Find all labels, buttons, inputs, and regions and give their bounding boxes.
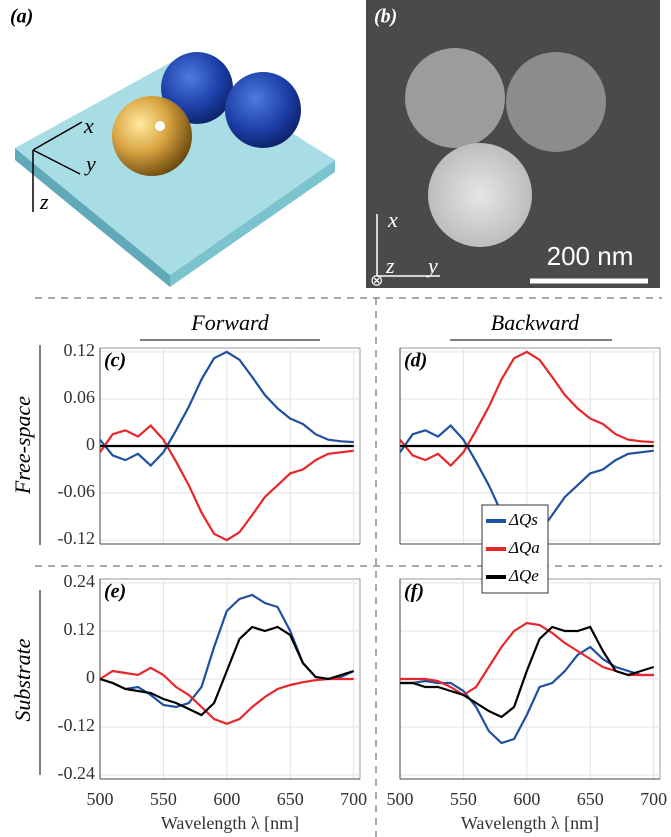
axis-arrow xyxy=(32,149,81,175)
panel-label: (b) xyxy=(374,6,397,28)
y-tick-label: 0.24 xyxy=(64,571,96,591)
axis-label: x xyxy=(387,207,398,232)
x-axis-label: Wavelength λ [nm] xyxy=(161,813,299,833)
x-tick-label: 700 xyxy=(340,789,367,809)
series-line xyxy=(99,625,355,717)
x-tick-label: 600 xyxy=(513,789,540,809)
x-tick-label: 600 xyxy=(213,789,240,809)
axis-label: z xyxy=(39,189,49,214)
series-line xyxy=(400,625,655,719)
x-tick-label: 500 xyxy=(387,789,414,809)
axis-label: x xyxy=(83,113,94,138)
highlight xyxy=(155,121,165,131)
panel-a: (a) x y z xyxy=(10,6,335,287)
y-tick-label: 0.12 xyxy=(64,340,96,360)
x-tick-label: 650 xyxy=(577,789,604,809)
y-tick-label: 0 xyxy=(86,667,95,687)
x-tick-label: 700 xyxy=(640,789,667,809)
sem-image xyxy=(366,0,660,288)
axis-label: ⊗ xyxy=(370,273,383,290)
column-header: Backward xyxy=(491,310,580,335)
slab-side xyxy=(170,160,335,287)
panel-label: (e) xyxy=(104,581,126,603)
particle xyxy=(428,143,532,247)
x-tick-label: 650 xyxy=(277,789,304,809)
x-tick-label: 550 xyxy=(450,789,477,809)
axis-label: y xyxy=(426,253,438,278)
row-header: Free-space xyxy=(10,396,35,495)
y-tick-label: 0 xyxy=(86,434,95,454)
panel-b: (b) x y z ⊗ 200 nm xyxy=(366,0,660,290)
x-axis-label: Wavelength λ [nm] xyxy=(461,813,599,833)
y-tick-label: 0.12 xyxy=(64,619,96,639)
legend-label: ΔQa xyxy=(508,538,540,557)
x-tick-label: 550 xyxy=(150,789,177,809)
y-tick-label: -0.24 xyxy=(58,763,96,783)
particle xyxy=(405,48,505,148)
panel-label: (f) xyxy=(404,581,424,603)
scale-label: 200 nm xyxy=(547,241,634,271)
row-header: Substrate xyxy=(10,638,35,721)
x-tick-label: 500 xyxy=(87,789,114,809)
axis-label: z xyxy=(385,253,395,278)
particle xyxy=(506,52,606,152)
y-tick-label: -0.06 xyxy=(58,481,96,501)
series-line xyxy=(99,350,354,468)
slab-side xyxy=(15,148,170,287)
legend-label: ΔQs xyxy=(508,510,538,529)
panel-label: (a) xyxy=(10,6,33,28)
series-line xyxy=(99,666,354,725)
series-line xyxy=(99,424,354,542)
sphere xyxy=(161,52,233,124)
y-tick-label: -0.12 xyxy=(58,715,96,735)
axis-arrow xyxy=(32,121,83,151)
panel-label: (d) xyxy=(404,350,427,372)
legend-label: ΔQe xyxy=(508,566,539,585)
column-header: Forward xyxy=(190,310,269,335)
sphere xyxy=(225,72,301,148)
panel-label: (c) xyxy=(104,350,126,372)
sphere xyxy=(112,96,192,176)
series-line xyxy=(399,350,654,468)
y-tick-label: 0.06 xyxy=(64,387,96,407)
y-tick-label: -0.12 xyxy=(58,528,96,548)
axis-label: y xyxy=(84,151,96,176)
series-line xyxy=(400,621,654,697)
